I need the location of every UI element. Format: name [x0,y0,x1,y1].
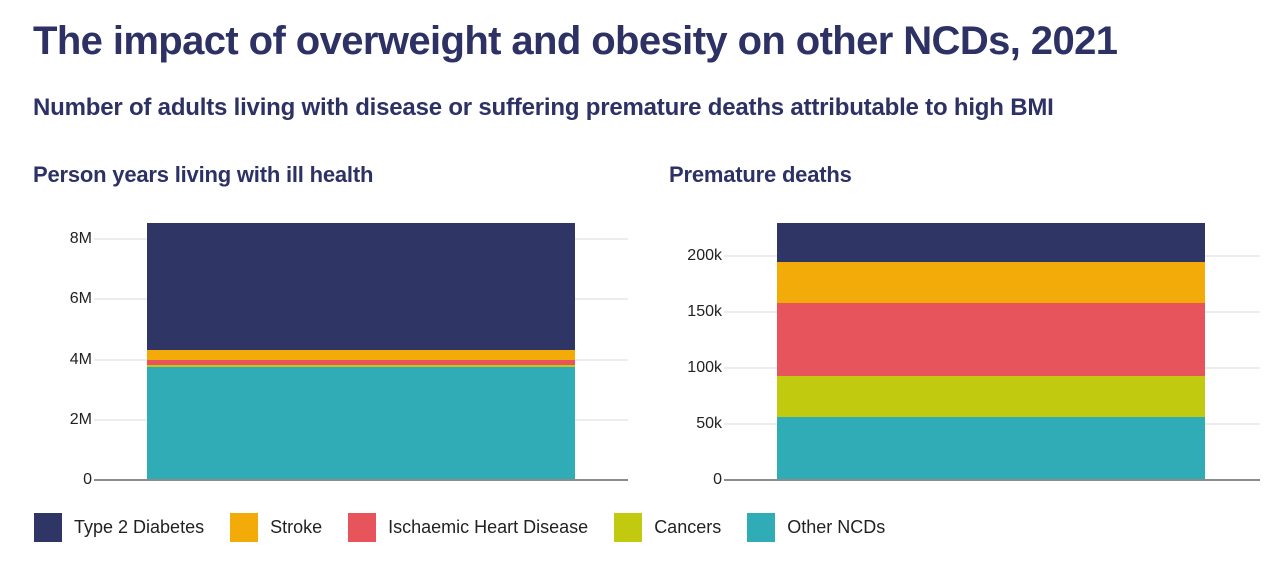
legend-item-ischaemic-heart-disease: Ischaemic Heart Disease [348,513,588,542]
legend-item-type-2-diabetes: Type 2 Diabetes [34,513,204,542]
y-tick-label-2M: 2M [69,410,92,428]
legend: Type 2 Diabetes Stroke Ischaemic Heart D… [34,513,885,542]
bar-segment-type-2-diabetes [777,223,1205,263]
bar-segment-stroke [777,262,1205,304]
bar-segment-cancers [147,364,575,367]
y-tick-label-100k: 100k [687,358,722,376]
bar-segment-stroke [147,350,575,361]
y-tick-label-6M: 6M [69,290,92,308]
legend-swatch-ischaemic-heart-disease [348,513,377,542]
legend-label-type-2-diabetes: Type 2 Diabetes [74,517,205,537]
y-tick-label-4M: 4M [69,350,92,368]
legend-swatch-stroke [230,513,259,542]
page-subtitle: Number of adults living with disease or … [33,94,1054,121]
legend-label-other-ncds: Other NCDs [787,517,886,537]
bar-segment-type-2-diabetes [147,223,575,351]
legend-item-other-ncds: Other NCDs [747,513,885,542]
legend-label-cancers: Cancers [654,517,722,537]
x-axis-line [724,479,1260,481]
bar-segment-ischaemic-heart-disease [777,303,1205,377]
y-tick-label-0: 0 [83,471,92,488]
page-title: The impact of overweight and obesity on … [33,19,1118,63]
bar-segment-cancers [777,376,1205,417]
legend-swatch-cancers [614,513,643,542]
legend-swatch-other-ncds [747,513,776,542]
legend-label-ischaemic-heart-disease: Ischaemic Heart Disease [388,517,589,537]
legend-swatch-type-2-diabetes [34,513,62,542]
left-chart-title: Person years living with ill health [33,162,374,187]
bar-segment-other-ncds [147,366,575,480]
y-tick-label-150k: 150k [687,302,722,320]
right-chart-title: Premature deaths [669,162,852,187]
bar-segment-ischaemic-heart-disease [147,360,575,365]
legend-item-cancers: Cancers [614,513,721,542]
y-tick-label-0: 0 [713,471,722,488]
y-tick-label-50k: 50k [696,414,722,432]
y-tick-label-8M: 8M [69,230,92,247]
y-tick-label-200k: 200k [687,246,722,264]
legend-label-stroke: Stroke [270,517,323,537]
bar-segment-other-ncds [777,416,1205,480]
x-axis-line [94,479,628,481]
legend-item-stroke: Stroke [230,513,322,542]
